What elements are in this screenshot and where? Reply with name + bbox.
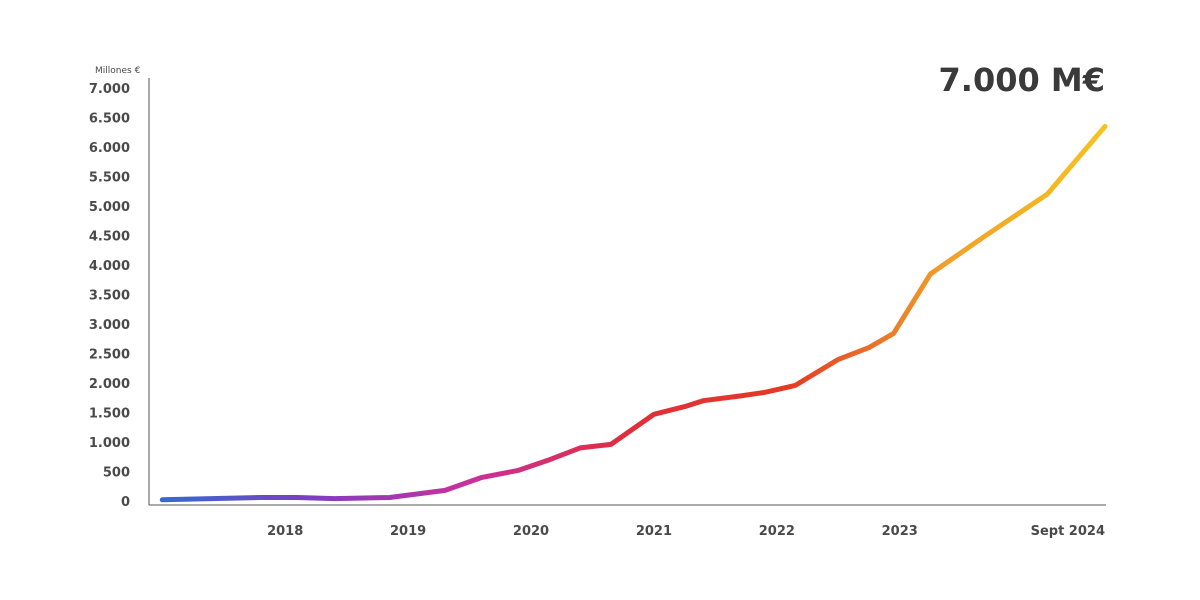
y-tick-label: 1.500 [89,407,130,422]
x-tick-label: 2020 [513,524,549,539]
series-points [160,124,1108,502]
data-point [209,496,214,501]
data-point [738,394,743,399]
x-tick-label: 2021 [636,524,672,539]
y-tick-label: 5.500 [89,171,130,186]
data-point [701,398,706,403]
y-ticks: 0 500 1.000 1.500 2.000 2.500 3.000 3.500 4.000 4… [89,82,130,510]
data-point [258,495,263,500]
data-point [1103,124,1108,129]
y-tick-label: 6.500 [89,112,130,127]
data-point [578,445,583,450]
x-tick-label: 2023 [882,524,918,539]
y-tick-label: 4.500 [89,230,130,245]
data-point [836,357,841,362]
data-point [547,457,552,462]
x-tick-label: 2019 [390,524,426,539]
y-tick-label: 3.500 [89,289,130,304]
data-point [682,404,687,409]
data-point [891,331,896,336]
y-tick-label: 0 [121,495,130,510]
y-tick-label: 3.000 [89,318,130,333]
data-point [160,497,165,502]
data-point [516,468,521,473]
data-point [332,496,337,501]
y-tick-label: 7.000 [89,82,130,97]
data-point [608,442,613,447]
data-point [295,495,300,500]
data-point [651,412,656,417]
x-tick-label: 2022 [759,524,795,539]
data-point [443,488,448,493]
data-point [762,390,767,395]
data-point [387,495,392,500]
series-line [159,123,1108,503]
y-tick-label: 5.000 [89,200,130,215]
y-tick-label: 1.000 [89,436,130,451]
data-point [867,345,872,350]
headline-total: 7.000 M€ [939,61,1105,99]
x-tick-label: Sept 2024 [1031,524,1105,539]
y-tick-label: 2.000 [89,377,130,392]
x-tick-label: 2018 [267,524,303,539]
data-point [793,383,798,388]
y-tick-label: 500 [103,466,130,481]
data-point [479,475,484,480]
data-point [983,233,988,238]
x-ticks: 2018 2019 2020 2021 2022 2023 Sept 2024 [267,524,1105,539]
y-tick-label: 6.000 [89,141,130,156]
data-point [1045,192,1050,197]
y-axis-title: Millones € [95,66,141,76]
data-point [928,271,933,276]
y-tick-label: 2.500 [89,348,130,363]
y-tick-label: 4.000 [89,259,130,274]
